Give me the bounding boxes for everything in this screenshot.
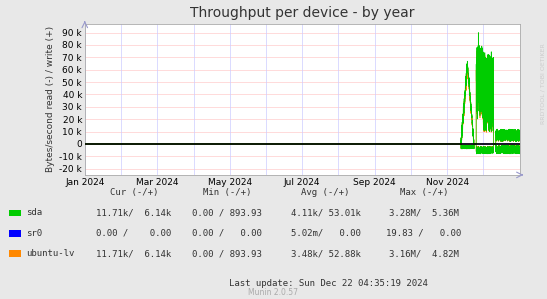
Text: 0.00 /    0.00: 0.00 / 0.00 [96, 229, 172, 238]
Text: Min (-/+): Min (-/+) [203, 188, 251, 197]
Text: Last update: Sun Dec 22 04:35:19 2024: Last update: Sun Dec 22 04:35:19 2024 [229, 279, 428, 288]
Text: sr0: sr0 [26, 229, 42, 238]
Text: Cur (-/+): Cur (-/+) [110, 188, 158, 197]
Title: Throughput per device - by year: Throughput per device - by year [190, 6, 415, 20]
Text: 11.71k/  6.14k: 11.71k/ 6.14k [96, 208, 172, 217]
Text: 5.02m/   0.00: 5.02m/ 0.00 [290, 229, 360, 238]
Text: Avg (-/+): Avg (-/+) [301, 188, 350, 197]
Text: 0.00 / 893.93: 0.00 / 893.93 [192, 208, 262, 217]
Text: 3.48k/ 52.88k: 3.48k/ 52.88k [290, 249, 360, 258]
Text: 3.16M/  4.82M: 3.16M/ 4.82M [389, 249, 459, 258]
Text: Max (-/+): Max (-/+) [400, 188, 448, 197]
Text: Munin 2.0.57: Munin 2.0.57 [248, 288, 299, 297]
Text: RRDTOOL / TOBI OETIKER: RRDTOOL / TOBI OETIKER [541, 43, 546, 124]
Text: sda: sda [26, 208, 42, 217]
Y-axis label: Bytes/second read (-) / write (+): Bytes/second read (-) / write (+) [46, 26, 55, 173]
Text: 0.00 / 893.93: 0.00 / 893.93 [192, 249, 262, 258]
Text: ubuntu-lv: ubuntu-lv [26, 249, 74, 258]
Text: 3.28M/  5.36M: 3.28M/ 5.36M [389, 208, 459, 217]
Text: 0.00 /   0.00: 0.00 / 0.00 [192, 229, 262, 238]
Text: 4.11k/ 53.01k: 4.11k/ 53.01k [290, 208, 360, 217]
Text: 11.71k/  6.14k: 11.71k/ 6.14k [96, 249, 172, 258]
Text: 19.83 /   0.00: 19.83 / 0.00 [386, 229, 462, 238]
